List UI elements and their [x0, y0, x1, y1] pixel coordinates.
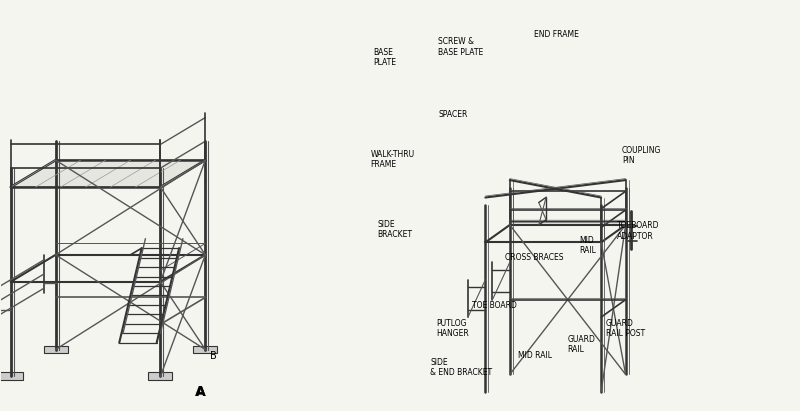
Text: SIDE
BRACKET: SIDE BRACKET — [378, 219, 413, 239]
Text: MID
RAIL: MID RAIL — [580, 236, 597, 255]
Text: B: B — [210, 351, 217, 362]
Polygon shape — [10, 160, 206, 187]
Bar — [149, 372, 172, 381]
Text: MID RAIL: MID RAIL — [518, 351, 552, 360]
Text: A: A — [195, 386, 206, 399]
Text: SCREW &
BASE PLATE: SCREW & BASE PLATE — [438, 37, 483, 57]
Bar — [44, 346, 67, 353]
Text: SIDE
& END BRACKET: SIDE & END BRACKET — [430, 358, 493, 377]
Text: CROSS BRACES: CROSS BRACES — [506, 254, 564, 263]
Text: GUARD
RAIL: GUARD RAIL — [568, 335, 595, 354]
Text: BASE
PLATE: BASE PLATE — [373, 48, 396, 67]
Text: END FRAME: END FRAME — [534, 30, 579, 39]
Text: TOEBOARD
ADAPTOR: TOEBOARD ADAPTOR — [618, 221, 660, 240]
Text: TOE BOARD: TOE BOARD — [472, 301, 517, 310]
Text: GUARD
RAIL POST: GUARD RAIL POST — [606, 319, 645, 338]
Text: PUTLOG
HANGER: PUTLOG HANGER — [436, 319, 469, 338]
Text: COUPLING
PIN: COUPLING PIN — [622, 146, 662, 165]
Text: SPACER: SPACER — [438, 110, 468, 119]
Text: WALK-THRU
FRAME: WALK-THRU FRAME — [370, 150, 414, 169]
Bar — [0, 372, 22, 381]
Bar — [194, 346, 218, 353]
Text: A: A — [195, 386, 205, 399]
